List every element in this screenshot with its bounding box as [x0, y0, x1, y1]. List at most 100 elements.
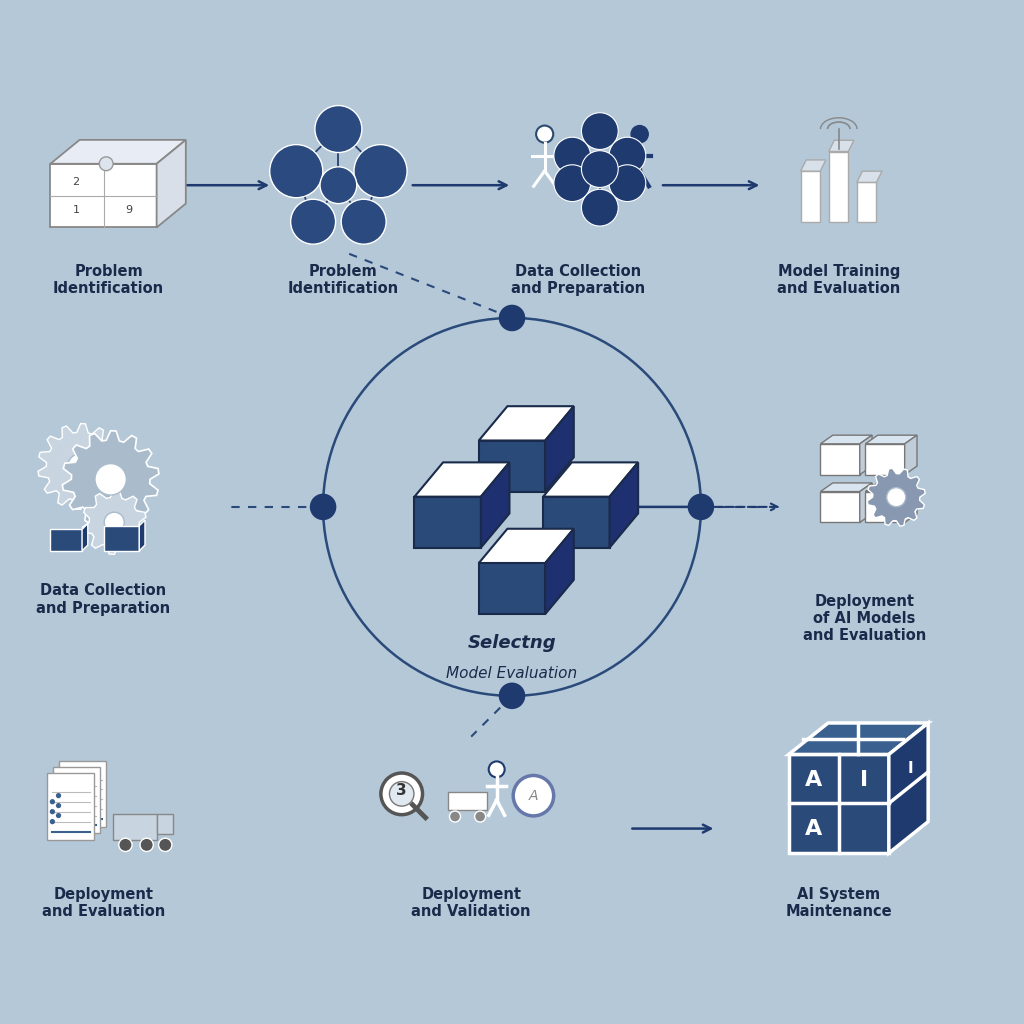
Circle shape: [99, 157, 113, 171]
Text: I: I: [907, 761, 913, 776]
Polygon shape: [801, 160, 826, 171]
Polygon shape: [820, 492, 860, 522]
Circle shape: [499, 683, 525, 709]
Polygon shape: [820, 443, 860, 475]
Circle shape: [631, 126, 648, 142]
Polygon shape: [415, 497, 481, 548]
Circle shape: [488, 762, 505, 777]
Text: Deployment
of AI Models
and Evaluation: Deployment of AI Models and Evaluation: [803, 594, 926, 643]
Circle shape: [159, 839, 172, 852]
Circle shape: [381, 773, 423, 815]
Polygon shape: [50, 140, 185, 164]
Polygon shape: [83, 490, 146, 554]
Text: Problem
Identification: Problem Identification: [288, 264, 399, 296]
Text: A: A: [805, 770, 822, 791]
Circle shape: [56, 813, 61, 818]
Polygon shape: [820, 483, 872, 492]
Polygon shape: [860, 435, 872, 475]
Polygon shape: [479, 407, 573, 440]
Polygon shape: [50, 164, 157, 227]
Circle shape: [609, 165, 646, 202]
Text: AI System
Maintenance: AI System Maintenance: [785, 887, 892, 920]
Circle shape: [341, 200, 386, 244]
Polygon shape: [38, 424, 123, 509]
Circle shape: [119, 839, 132, 852]
Circle shape: [50, 819, 55, 824]
Polygon shape: [139, 520, 145, 551]
Circle shape: [582, 151, 618, 187]
Polygon shape: [447, 792, 487, 810]
Polygon shape: [545, 528, 573, 614]
Circle shape: [95, 464, 126, 495]
Circle shape: [56, 793, 61, 799]
Circle shape: [50, 799, 55, 805]
Circle shape: [321, 167, 356, 204]
Text: A: A: [528, 788, 539, 803]
Polygon shape: [543, 463, 638, 497]
Text: Deployment
and Evaluation: Deployment and Evaluation: [42, 887, 165, 920]
Circle shape: [140, 839, 154, 852]
Polygon shape: [820, 435, 872, 443]
Text: 3: 3: [396, 783, 407, 799]
Polygon shape: [103, 525, 139, 551]
Polygon shape: [865, 492, 904, 522]
Text: Problem
Identification: Problem Identification: [53, 264, 164, 296]
Polygon shape: [53, 767, 99, 834]
Circle shape: [688, 494, 714, 520]
Polygon shape: [50, 529, 82, 551]
Polygon shape: [415, 463, 510, 497]
Circle shape: [554, 165, 591, 202]
Polygon shape: [479, 528, 573, 563]
Circle shape: [499, 305, 525, 331]
Polygon shape: [609, 463, 638, 548]
Polygon shape: [543, 497, 609, 548]
Text: Data Collection
and Preparation: Data Collection and Preparation: [511, 264, 645, 296]
Polygon shape: [860, 483, 872, 522]
Circle shape: [450, 811, 461, 822]
Polygon shape: [865, 443, 904, 475]
Polygon shape: [114, 814, 157, 840]
Text: Model Training
and Evaluation: Model Training and Evaluation: [777, 264, 900, 296]
Circle shape: [310, 494, 336, 520]
Text: Selectng: Selectng: [468, 634, 556, 651]
Polygon shape: [479, 440, 545, 492]
Polygon shape: [857, 171, 882, 182]
Circle shape: [354, 144, 408, 198]
Polygon shape: [47, 773, 93, 840]
Text: 1: 1: [73, 206, 80, 215]
Polygon shape: [788, 723, 928, 755]
Circle shape: [582, 189, 618, 226]
Circle shape: [582, 113, 618, 150]
Text: I: I: [860, 770, 868, 791]
Text: Deployment
and Validation: Deployment and Validation: [412, 887, 530, 920]
Circle shape: [554, 137, 591, 174]
Circle shape: [513, 775, 554, 816]
Polygon shape: [82, 523, 88, 551]
Circle shape: [315, 105, 361, 153]
Polygon shape: [157, 814, 173, 835]
Polygon shape: [481, 463, 510, 548]
Polygon shape: [904, 435, 918, 475]
Polygon shape: [889, 723, 928, 853]
Text: A: A: [805, 819, 822, 839]
Circle shape: [56, 803, 61, 808]
Polygon shape: [59, 761, 105, 827]
Polygon shape: [801, 171, 820, 222]
Circle shape: [62, 797, 68, 802]
Polygon shape: [788, 755, 889, 853]
Polygon shape: [865, 435, 918, 443]
Polygon shape: [545, 407, 573, 492]
Circle shape: [68, 454, 93, 479]
Polygon shape: [857, 182, 877, 222]
Polygon shape: [904, 483, 918, 522]
Polygon shape: [157, 140, 185, 227]
Circle shape: [474, 811, 485, 822]
Polygon shape: [828, 152, 848, 222]
Circle shape: [50, 809, 55, 814]
Polygon shape: [479, 563, 545, 614]
Circle shape: [269, 144, 323, 198]
Polygon shape: [828, 140, 854, 152]
Circle shape: [389, 781, 414, 806]
Polygon shape: [62, 431, 159, 528]
Circle shape: [537, 126, 553, 142]
